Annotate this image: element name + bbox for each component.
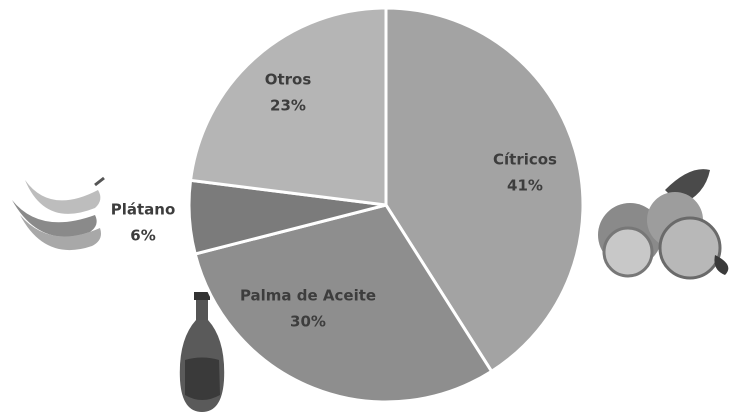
orange-icon <box>598 169 729 280</box>
slice-label: Cítricos <box>493 151 557 169</box>
slice-value: 23% <box>270 97 306 115</box>
slice-label: Palma de Aceite <box>240 287 376 305</box>
slice-value: 6% <box>130 227 155 245</box>
pie-slice <box>188 6 388 207</box>
pie: Cítricos 41% Palma de Aceite 30% Plátano 6% Ot… <box>111 6 585 404</box>
slice-label: Plátano <box>111 201 176 219</box>
slice-value: 41% <box>507 177 543 195</box>
pie-slice <box>193 203 494 404</box>
slice-value: 30% <box>290 313 326 331</box>
oil-bottle-icon <box>179 292 225 412</box>
banana-icon <box>12 176 105 251</box>
slice-label: Otros <box>265 71 312 89</box>
